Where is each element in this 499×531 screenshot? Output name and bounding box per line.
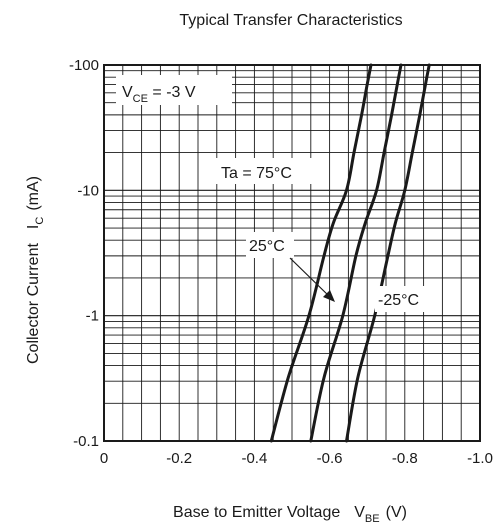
x-tick-label: -0.8 bbox=[392, 450, 418, 467]
curve-minus25c bbox=[345, 63, 431, 443]
svg-text:VCE = -3 V: VCE = -3 V bbox=[122, 84, 196, 105]
curve-label-25c-arrow bbox=[289, 257, 332, 299]
y-tick-label: -1 bbox=[86, 308, 99, 325]
y-axis-tick-labels: -0.1 -1 -10 -100 bbox=[69, 57, 99, 450]
x-axis-label: Base to Emitter Voltage VBE (V) bbox=[173, 504, 407, 525]
curve-label-25c-background bbox=[246, 232, 294, 258]
y-tick-label: -0.1 bbox=[73, 433, 99, 450]
x-tick-label: -0.6 bbox=[317, 450, 343, 467]
curve-label-75c-background bbox=[216, 158, 320, 184]
curve-label-25c-arrowhead bbox=[323, 290, 335, 302]
svg-text:-25°C: -25°C bbox=[378, 292, 419, 309]
x-tick-label: -1.0 bbox=[467, 450, 493, 467]
curve-label-25c: 25°C bbox=[246, 232, 335, 302]
x-tick-label: -0.2 bbox=[166, 450, 192, 467]
curve-75c bbox=[269, 63, 373, 443]
vce-subscript: CE bbox=[133, 93, 148, 105]
svg-text:25°C: 25°C bbox=[249, 238, 285, 255]
curve-25c bbox=[309, 63, 403, 443]
vce-value: = -3 V bbox=[148, 84, 196, 101]
x-tick-label: -0.4 bbox=[241, 450, 267, 467]
vce-symbol: V bbox=[122, 84, 133, 101]
curve-label-minus25c: -25°C bbox=[375, 286, 435, 312]
curve-label-75c: Ta = 75°C bbox=[216, 158, 320, 184]
y-tick-label: -100 bbox=[69, 57, 99, 74]
y-axis-label: Collector CurrentIC(mA) bbox=[25, 176, 46, 364]
vce-condition-label: VCE = -3 V bbox=[116, 75, 232, 105]
plot-frame bbox=[103, 64, 481, 442]
curve-label-minus25c-background bbox=[375, 286, 435, 312]
x-axis-tick-labels: 0 -0.2 -0.4 -0.6 -0.8 -1.0 bbox=[100, 450, 493, 467]
curves bbox=[269, 63, 431, 443]
x-tick-label: 0 bbox=[100, 450, 108, 467]
chart-title: Typical Transfer Characteristics bbox=[179, 12, 402, 29]
vce-label-background bbox=[116, 75, 232, 105]
y-tick-label: -10 bbox=[77, 182, 99, 199]
svg-text:Ta = 75°C: Ta = 75°C bbox=[221, 165, 292, 182]
